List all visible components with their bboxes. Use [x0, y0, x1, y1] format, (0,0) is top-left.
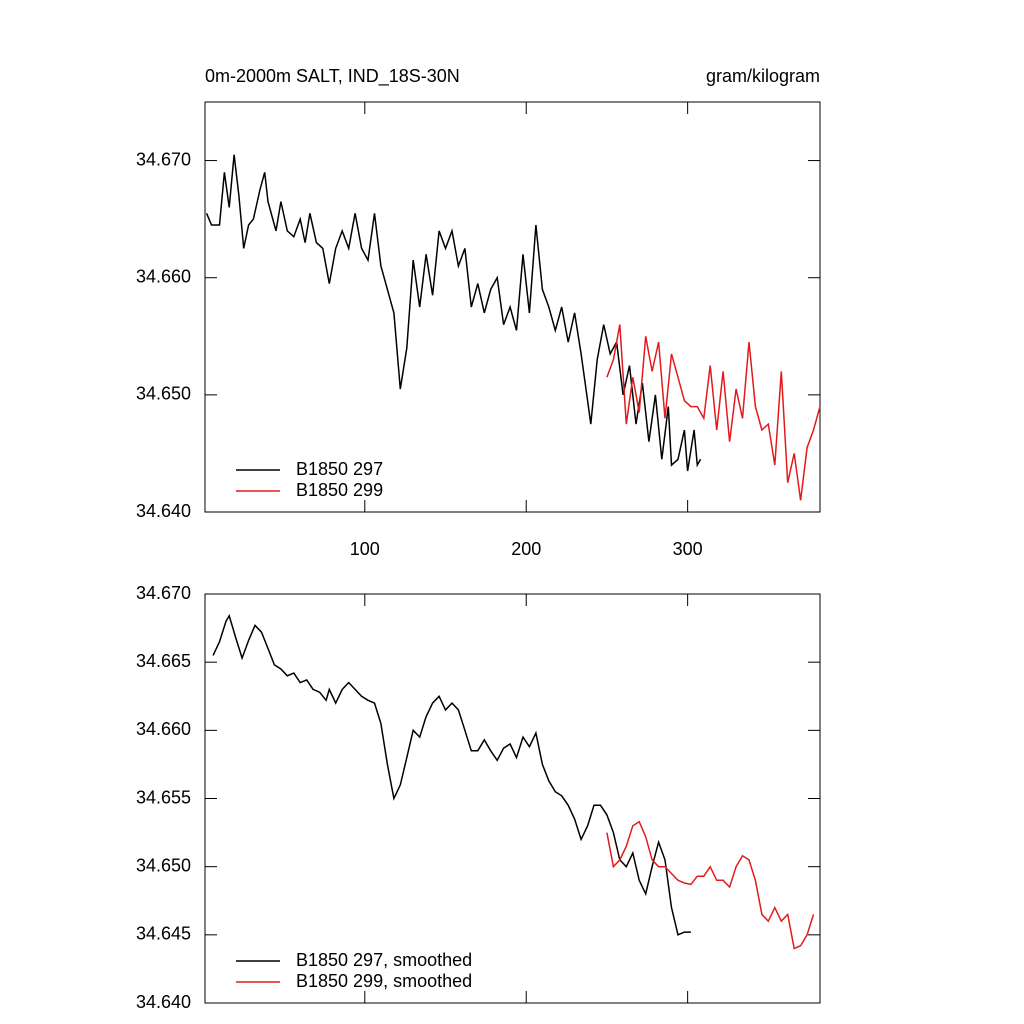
y-tick-label: 34.660 — [136, 266, 191, 286]
data-line — [205, 154, 702, 472]
y-tick-label: 34.650 — [136, 384, 191, 404]
y-tick-label: 34.665 — [136, 651, 191, 671]
legend-label: B1850 297, smoothed — [296, 950, 472, 970]
y-tick-label: 34.640 — [136, 992, 191, 1012]
y-tick-label: 34.655 — [136, 787, 191, 807]
data-line — [606, 324, 821, 501]
y-tick-label: 34.645 — [136, 924, 191, 944]
plot-frame — [204, 593, 821, 1004]
y-tick-label: 34.660 — [136, 719, 191, 739]
x-tick-label: 100 — [350, 539, 380, 559]
y-tick-label: 34.640 — [136, 501, 191, 521]
legend-label: B1850 297 — [296, 459, 383, 479]
data-line — [212, 613, 691, 936]
y-tick-label: 34.670 — [136, 149, 191, 169]
y-tick-label: 34.650 — [136, 855, 191, 875]
legend-label: B1850 299, smoothed — [296, 971, 472, 991]
y-tick-label: 34.670 — [136, 583, 191, 603]
legend-label: B1850 299 — [296, 480, 383, 500]
data-line — [606, 820, 815, 950]
plot-frame — [204, 101, 821, 513]
x-tick-label: 300 — [673, 539, 703, 559]
chart-title: 0m-2000m SALT, IND_18S-30N — [205, 66, 460, 87]
units-label: gram/kilogram — [706, 66, 820, 86]
x-tick-label: 200 — [511, 539, 541, 559]
